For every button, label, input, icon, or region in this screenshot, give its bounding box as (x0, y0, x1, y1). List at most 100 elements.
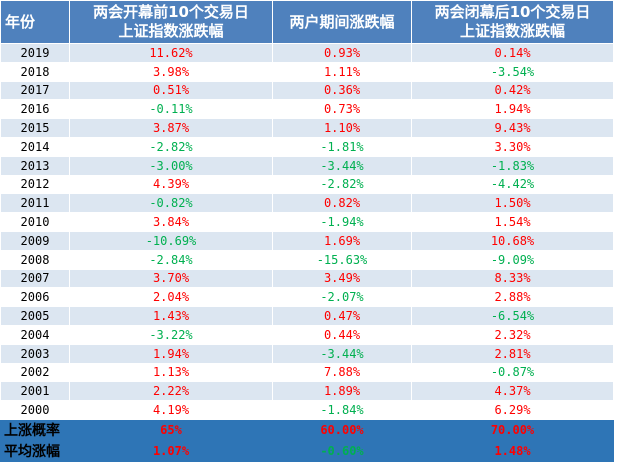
summary-during-cell[interactable]: 60.00% (272, 418, 412, 441)
after-cell[interactable]: 9.43% (411, 118, 614, 138)
during-cell[interactable]: 1.11% (272, 61, 412, 82)
during-cell[interactable]: 0.36% (272, 80, 412, 101)
before-cell[interactable]: 3.84% (69, 212, 273, 232)
year-cell[interactable]: 2013 (0, 155, 70, 176)
during-cell[interactable]: -2.82% (272, 174, 412, 195)
header-before-opening[interactable]: 两会开幕前10个交易日 上证指数涨跌幅 (69, 0, 273, 44)
after-cell[interactable]: -0.87% (411, 362, 614, 383)
before-cell[interactable]: -10.69% (69, 230, 273, 251)
before-cell[interactable]: -2.84% (69, 249, 273, 270)
after-cell[interactable]: -9.09% (411, 249, 614, 270)
year-cell[interactable]: 2009 (0, 230, 70, 251)
during-cell[interactable]: -1.81% (272, 136, 412, 157)
before-cell[interactable]: 4.39% (69, 174, 273, 195)
year-cell[interactable]: 2014 (0, 136, 70, 157)
during-cell[interactable]: 0.73% (272, 99, 412, 120)
after-cell[interactable]: 6.29% (411, 400, 614, 420)
after-cell[interactable]: -1.83% (411, 155, 614, 176)
year-cell[interactable]: 2007 (0, 268, 70, 289)
before-cell[interactable]: 0.51% (69, 80, 273, 101)
after-cell[interactable]: -3.54% (411, 61, 614, 82)
after-cell[interactable]: 3.30% (411, 136, 614, 157)
year-cell[interactable]: 2017 (0, 80, 70, 101)
header-year[interactable]: 年份 (0, 0, 70, 44)
after-cell[interactable]: 2.32% (411, 324, 614, 345)
year-cell[interactable]: 2012 (0, 174, 70, 195)
summary-during-cell[interactable]: -0.60% (272, 439, 412, 462)
before-cell[interactable]: -3.22% (69, 324, 273, 345)
before-cell[interactable]: 2.04% (69, 287, 273, 308)
during-cell[interactable]: -1.94% (272, 212, 412, 232)
summary-before-cell[interactable]: 65% (69, 418, 273, 441)
before-cell[interactable]: 3.70% (69, 268, 273, 289)
after-cell[interactable]: 2.88% (411, 287, 614, 308)
during-cell[interactable]: 7.88% (272, 362, 412, 383)
after-cell[interactable]: 0.42% (411, 80, 614, 101)
during-cell[interactable]: -1.84% (272, 400, 412, 420)
after-cell[interactable]: 0.14% (411, 43, 614, 63)
before-cell[interactable]: -0.82% (69, 193, 273, 214)
year-cell[interactable]: 2004 (0, 324, 70, 345)
year-cell[interactable]: 2006 (0, 287, 70, 308)
during-cell[interactable]: 0.47% (272, 306, 412, 326)
header-before-line2: 上证指数涨跌幅 (118, 22, 224, 40)
after-cell[interactable]: 10.68% (411, 230, 614, 251)
during-cell[interactable]: -2.07% (272, 287, 412, 308)
before-cell[interactable]: 11.62% (69, 43, 273, 63)
before-cell[interactable]: -2.82% (69, 136, 273, 157)
during-cell[interactable]: 3.49% (272, 268, 412, 289)
after-cell[interactable]: 8.33% (411, 268, 614, 289)
after-cell[interactable]: 1.94% (411, 99, 614, 120)
table-row: 2007 3.70% 3.49% 8.33% (0, 268, 614, 289)
year-cell[interactable]: 2002 (0, 362, 70, 383)
during-cell[interactable]: -15.63% (272, 249, 412, 270)
table-row: 2011 -0.82% 0.82% 1.50% (0, 193, 614, 214)
before-cell[interactable]: 4.19% (69, 400, 273, 420)
during-cell[interactable]: 1.69% (272, 230, 412, 251)
year-cell[interactable]: 2016 (0, 99, 70, 120)
year-cell[interactable]: 2010 (0, 212, 70, 232)
year-cell[interactable]: 2015 (0, 118, 70, 138)
after-cell[interactable]: 2.81% (411, 343, 614, 364)
before-cell[interactable]: 1.43% (69, 306, 273, 326)
before-cell[interactable]: 2.22% (69, 381, 273, 402)
summary-after-cell[interactable]: 70.00% (411, 418, 614, 441)
during-cell[interactable]: 0.93% (272, 43, 412, 63)
during-cell[interactable]: 0.82% (272, 193, 412, 214)
year-cell[interactable]: 2008 (0, 249, 70, 270)
year-cell[interactable]: 2018 (0, 61, 70, 82)
before-cell[interactable]: 1.13% (69, 362, 273, 383)
before-cell[interactable]: 3.87% (69, 118, 273, 138)
year-cell[interactable]: 2000 (0, 400, 70, 420)
table-row: 2019 11.62% 0.93% 0.14% (0, 43, 614, 63)
before-cell[interactable]: 3.98% (69, 61, 273, 82)
year-cell[interactable]: 2011 (0, 193, 70, 214)
summary-row: 上涨概率 65% 60.00% 70.00% (0, 418, 614, 441)
during-cell[interactable]: 1.10% (272, 118, 412, 138)
table-row: 2001 2.22% 1.89% 4.37% (0, 381, 614, 402)
year-cell[interactable]: 2003 (0, 343, 70, 364)
after-cell[interactable]: 4.37% (411, 381, 614, 402)
header-during[interactable]: 两户期间涨跌幅 (272, 0, 412, 44)
summary-after-cell[interactable]: 1.48% (411, 439, 614, 462)
year-cell[interactable]: 2019 (0, 43, 70, 63)
before-cell[interactable]: -0.11% (69, 99, 273, 120)
during-cell[interactable]: 0.44% (272, 324, 412, 345)
year-cell[interactable]: 2005 (0, 306, 70, 326)
during-cell[interactable]: -3.44% (272, 343, 412, 364)
year-cell[interactable]: 2001 (0, 381, 70, 402)
table-row: 2005 1.43% 0.47% -6.54% (0, 306, 614, 326)
header-after-closing[interactable]: 两会闭幕后10个交易日 上证指数涨跌幅 (411, 0, 614, 44)
during-cell[interactable]: 1.89% (272, 381, 412, 402)
summary-label[interactable]: 上涨概率 (0, 418, 70, 441)
during-cell[interactable]: -3.44% (272, 155, 412, 176)
after-cell[interactable]: -4.42% (411, 174, 614, 195)
after-cell[interactable]: 1.54% (411, 212, 614, 232)
after-cell[interactable]: -6.54% (411, 306, 614, 326)
before-cell[interactable]: -3.00% (69, 155, 273, 176)
before-cell[interactable]: 1.94% (69, 343, 273, 364)
summary-label[interactable]: 平均涨幅 (0, 439, 70, 462)
after-cell[interactable]: 1.50% (411, 193, 614, 214)
summary-before-cell[interactable]: 1.07% (69, 439, 273, 462)
table-row: 2012 4.39% -2.82% -4.42% (0, 174, 614, 195)
